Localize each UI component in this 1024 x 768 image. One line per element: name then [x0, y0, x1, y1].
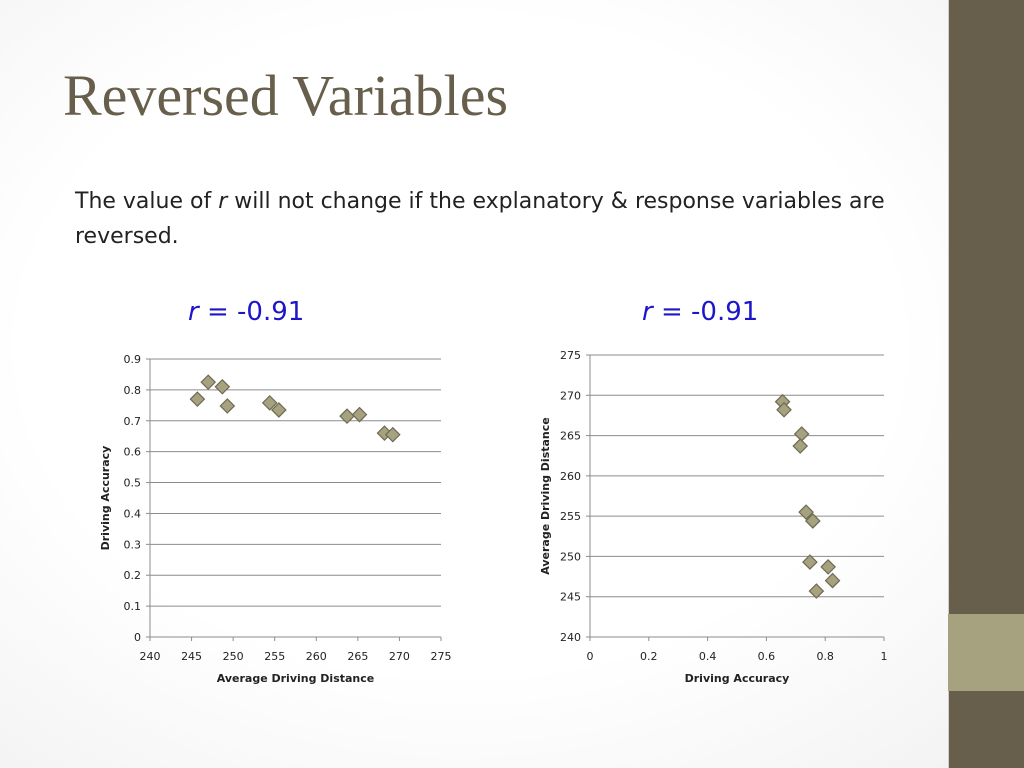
left-chart-y-tick-label: 0.7 [124, 415, 142, 428]
left-chart-point [200, 374, 217, 391]
right-chart-point [805, 513, 821, 529]
left-chart-x-tick-label: 260 [306, 650, 327, 663]
left-chart-point [214, 378, 231, 395]
right-chart-point [820, 559, 836, 575]
scatter-chart-right: 240 245 250 255 260 265 270 275 0 0.2 0.4 0.6 0.8 1 Dr… [539, 349, 888, 685]
left-chart-y-tick-label: 0.8 [124, 384, 142, 397]
right-chart-point [776, 401, 792, 418]
right-chart-x-tick-label: 0 [587, 650, 594, 663]
right-chart-y-tick-label: 240 [560, 631, 581, 644]
right-chart-y-tick-label: 265 [560, 430, 581, 443]
left-chart-x-tick-label: 250 [223, 650, 244, 663]
right-chart-x-tick-label: 1 [881, 650, 888, 663]
right-r-value: = -0.91 [652, 297, 759, 327]
left-chart-y-tick-label: 0 [134, 631, 141, 644]
left-r-label: r = -0.91 [188, 297, 304, 327]
right-chart-point [802, 554, 818, 570]
right-chart-point [824, 572, 841, 589]
right-chart-point [793, 426, 810, 442]
left-chart-y-tick-label: 0.9 [124, 353, 142, 366]
left-chart-x-tick-label: 275 [431, 650, 452, 663]
right-chart-x-tick-label: 0.4 [699, 650, 717, 663]
right-r-symbol: r [642, 297, 653, 327]
left-chart-y-tick-label: 0.4 [124, 507, 142, 520]
scatter-chart-left: 0 0.1 0.2 0.3 0.4 0.5 0.6 0.7 0.8 0.9 240 245 250 255… [99, 353, 452, 685]
right-chart-y-tick-label: 255 [560, 510, 581, 523]
right-chart-y-tick-label: 245 [560, 591, 581, 604]
right-chart-x-tick-label: 0.8 [816, 650, 834, 663]
left-chart-y-tick-label: 0.2 [124, 569, 142, 582]
left-r-symbol: r [188, 297, 199, 327]
left-chart-point [339, 408, 355, 424]
slide-title: Reversed Variables [63, 63, 509, 128]
left-chart-point [219, 398, 236, 414]
left-chart-y-tick-label: 0.3 [124, 538, 142, 551]
left-chart-y-tick-label: 0.1 [124, 600, 142, 613]
right-chart-point [792, 438, 809, 454]
left-chart-x-axis-title: Average Driving Distance [217, 672, 375, 685]
body-text-r: r [218, 189, 228, 214]
left-chart-point [261, 395, 278, 411]
right-chart-x-axis-title: Driving Accuracy [685, 672, 790, 685]
left-chart-point [351, 406, 368, 423]
right-chart-y-tick-label: 270 [560, 389, 581, 402]
left-chart-point [271, 402, 287, 418]
left-chart-x-tick-label: 270 [389, 650, 410, 663]
left-chart-x-tick-label: 245 [181, 650, 202, 663]
right-r-label: r = -0.91 [642, 297, 758, 327]
body-text-suffix: will not change if the explanatory & res… [75, 189, 885, 249]
right-chart-point [808, 583, 825, 599]
left-chart-y-tick-label: 0.6 [124, 446, 142, 459]
right-chart-point [798, 504, 814, 520]
right-chart-x-tick-label: 0.6 [758, 650, 776, 663]
body-text-prefix: The value of [75, 189, 219, 214]
left-r-value: = -0.91 [198, 297, 305, 327]
left-chart-y-axis-title: Driving Accuracy [99, 446, 112, 551]
left-chart-y-tick-label: 0.5 [124, 477, 142, 490]
left-chart-point [384, 426, 401, 443]
left-chart-x-tick-label: 240 [140, 650, 161, 663]
left-chart-x-tick-label: 255 [264, 650, 285, 663]
left-chart-x-tick-label: 265 [347, 650, 368, 663]
right-chart-y-tick-label: 260 [560, 470, 581, 483]
right-chart-x-tick-label: 0.2 [640, 650, 658, 663]
right-chart-y-tick-label: 275 [560, 349, 581, 362]
right-chart-y-axis-title: Average Driving Distance [539, 417, 552, 575]
sidebar-accent-block [948, 614, 1024, 691]
left-chart-point [189, 391, 206, 408]
right-chart-y-tick-label: 250 [560, 550, 581, 563]
body-text: The value of r will not change if the ex… [75, 184, 895, 254]
